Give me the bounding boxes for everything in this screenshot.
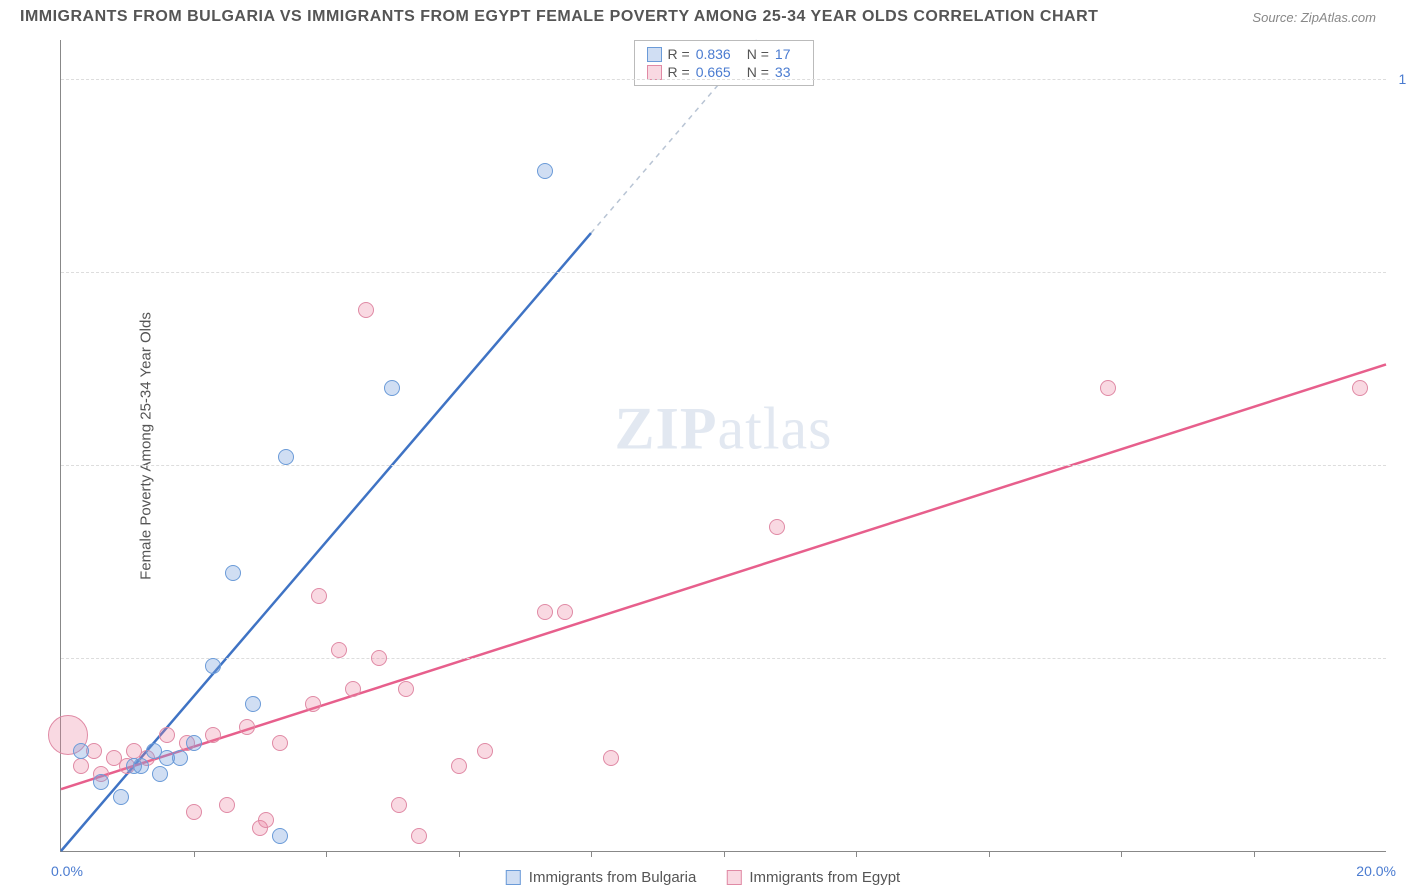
x-tick-mark [326,851,327,857]
y-tick-label: 75.0% [1391,264,1406,280]
gridline-h [61,272,1386,273]
data-point-egypt [391,797,407,813]
x-tick-mark [724,851,725,857]
data-point-egypt [219,797,235,813]
data-point-egypt [311,588,327,604]
chart-source: Source: ZipAtlas.com [1252,10,1376,25]
data-point-egypt [186,804,202,820]
data-point-bulgaria [133,758,149,774]
x-tick-mark [1254,851,1255,857]
data-point-egypt [1352,380,1368,396]
stats-swatch-egypt [647,65,662,80]
data-point-egypt [411,828,427,844]
legend-item-egypt: Immigrants from Egypt [726,869,900,886]
data-point-bulgaria [186,735,202,751]
y-tick-label: 100.0% [1391,71,1406,87]
data-point-bulgaria [93,774,109,790]
x-tick-mark [856,851,857,857]
data-point-bulgaria [384,380,400,396]
data-point-bulgaria [272,828,288,844]
data-point-egypt [358,302,374,318]
data-point-bulgaria [205,658,221,674]
stats-swatch-bulgaria [647,47,662,62]
data-point-egypt [603,750,619,766]
legend-label-bulgaria: Immigrants from Bulgaria [529,869,697,886]
data-point-egypt [1100,380,1116,396]
x-tick-mark [459,851,460,857]
stats-n-value-bulgaria: 17 [775,46,791,62]
data-point-egypt [205,727,221,743]
data-point-egypt [371,650,387,666]
source-value: ZipAtlas.com [1301,10,1376,25]
gridline-h [61,79,1386,80]
data-point-bulgaria [278,449,294,465]
data-point-egypt [239,719,255,735]
data-point-egypt [272,735,288,751]
gridline-h [61,658,1386,659]
stats-r-label: R = [668,46,690,62]
data-point-bulgaria [113,789,129,805]
chart-header: IMMIGRANTS FROM BULGARIA VS IMMIGRANTS F… [20,8,1386,38]
y-tick-label: 25.0% [1391,650,1406,666]
x-tick-origin: 0.0% [51,863,83,879]
gridline-h [61,465,1386,466]
data-point-bulgaria [73,743,89,759]
data-point-bulgaria [225,565,241,581]
x-tick-mark [989,851,990,857]
data-point-egypt [258,812,274,828]
stats-r-label: R = [668,64,690,80]
scatter-chart: ZIPatlas R =0.836N =17R =0.665N =33 0.0%… [60,40,1386,852]
x-tick-mark [1121,851,1122,857]
x-tick-max: 20.0% [1356,863,1396,879]
legend-item-bulgaria: Immigrants from Bulgaria [506,869,697,886]
chart-legend: Immigrants from Bulgaria Immigrants from… [506,869,900,886]
data-point-bulgaria [537,163,553,179]
stats-row-bulgaria: R = 0.836 N = 17 [647,45,801,63]
data-point-bulgaria [172,750,188,766]
legend-label-egypt: Immigrants from Egypt [749,869,900,886]
trend-line-egypt [61,364,1386,789]
stats-n-label: N = [747,64,769,80]
legend-swatch-bulgaria [506,870,521,885]
data-point-bulgaria [245,696,261,712]
stats-n-value-egypt: 33 [775,64,791,80]
stats-r-value-bulgaria: 0.836 [696,46,731,62]
data-point-egypt [345,681,361,697]
stats-r-value-egypt: 0.665 [696,64,731,80]
chart-title: IMMIGRANTS FROM BULGARIA VS IMMIGRANTS F… [20,8,1098,25]
stats-n-label: N = [747,46,769,62]
x-tick-mark [194,851,195,857]
data-point-bulgaria [152,766,168,782]
data-point-egypt [537,604,553,620]
data-point-egypt [451,758,467,774]
y-tick-label: 50.0% [1391,457,1406,473]
legend-swatch-egypt [726,870,741,885]
source-label: Source: [1252,10,1297,25]
data-point-egypt [398,681,414,697]
data-point-egypt [159,727,175,743]
data-point-egypt [305,696,321,712]
data-point-egypt [73,758,89,774]
data-point-egypt [557,604,573,620]
data-point-egypt [477,743,493,759]
trend-lines [61,40,1386,851]
data-point-egypt [331,642,347,658]
data-point-egypt [769,519,785,535]
x-tick-mark [591,851,592,857]
